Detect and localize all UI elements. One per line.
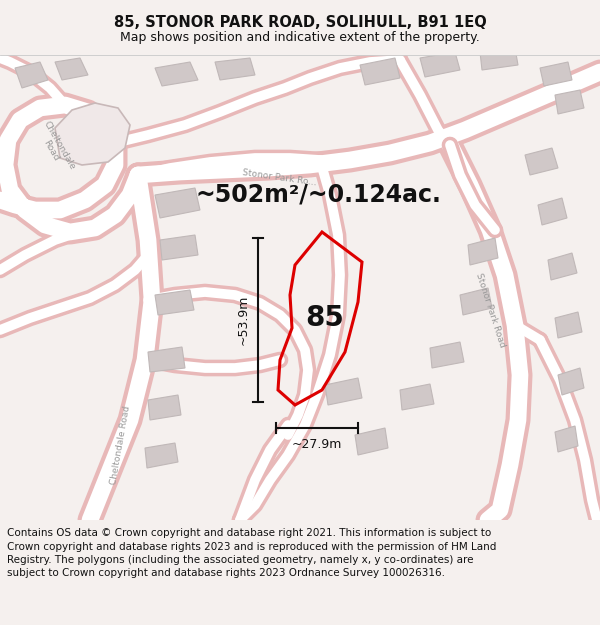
Polygon shape — [538, 198, 567, 225]
Polygon shape — [355, 428, 388, 455]
Polygon shape — [468, 238, 498, 265]
Polygon shape — [555, 312, 582, 338]
Text: 85: 85 — [305, 304, 344, 332]
Polygon shape — [325, 378, 362, 405]
Polygon shape — [360, 58, 400, 85]
Polygon shape — [558, 368, 584, 395]
Polygon shape — [525, 148, 558, 175]
Polygon shape — [155, 290, 194, 315]
Polygon shape — [540, 62, 572, 86]
Text: Cheltondale
Road: Cheltondale Road — [33, 119, 77, 176]
Polygon shape — [160, 235, 198, 260]
Text: 85, STONOR PARK ROAD, SOLIHULL, B91 1EQ: 85, STONOR PARK ROAD, SOLIHULL, B91 1EQ — [113, 16, 487, 31]
Text: Stonor Park Ro...: Stonor Park Ro... — [242, 168, 317, 187]
Text: ~27.9m: ~27.9m — [292, 438, 342, 451]
Polygon shape — [155, 188, 200, 218]
Polygon shape — [430, 342, 464, 368]
Polygon shape — [15, 62, 48, 88]
Polygon shape — [148, 395, 181, 420]
Polygon shape — [548, 253, 577, 280]
Text: Contains OS data © Crown copyright and database right 2021. This information is : Contains OS data © Crown copyright and d… — [7, 528, 497, 578]
Text: ~53.9m: ~53.9m — [237, 295, 250, 345]
Polygon shape — [555, 426, 578, 452]
Polygon shape — [420, 52, 460, 77]
Polygon shape — [215, 58, 255, 80]
Text: ~502m²/~0.124ac.: ~502m²/~0.124ac. — [195, 183, 441, 207]
Text: Cheltondale Road: Cheltondale Road — [109, 405, 131, 485]
Polygon shape — [148, 347, 185, 372]
Text: Map shows position and indicative extent of the property.: Map shows position and indicative extent… — [120, 31, 480, 44]
Polygon shape — [555, 90, 584, 114]
Polygon shape — [55, 58, 88, 80]
Polygon shape — [55, 103, 130, 165]
Polygon shape — [145, 443, 178, 468]
Polygon shape — [400, 384, 434, 410]
Polygon shape — [460, 288, 492, 315]
Polygon shape — [155, 62, 198, 86]
Text: Stonor Park Road: Stonor Park Road — [474, 272, 506, 348]
Polygon shape — [480, 48, 518, 70]
